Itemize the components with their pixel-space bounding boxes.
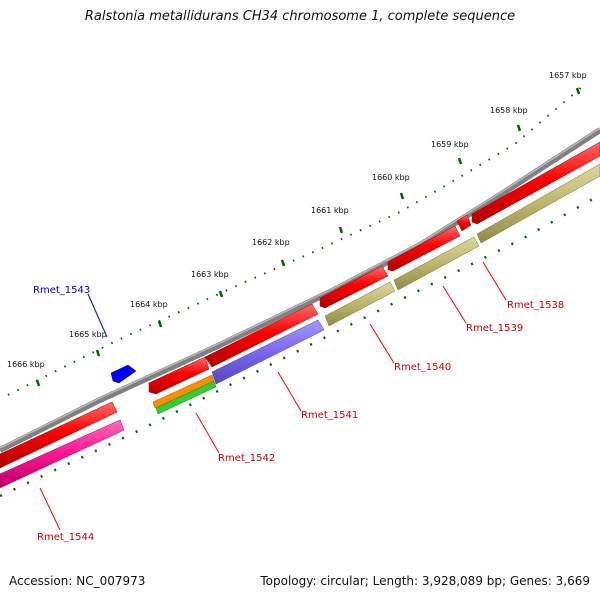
cds-feature[interactable] [456, 214, 472, 232]
ruler-major-tick [157, 320, 163, 328]
cog-feature[interactable] [155, 380, 217, 415]
gene-label-rmet-1541[interactable]: Rmet_1541 [301, 410, 358, 421]
chromosome-backbone [0, 127, 600, 453]
ruler-label: 1658 kbp [490, 106, 528, 115]
ruler-label: 1666 kbp [7, 360, 45, 369]
leader-line [39, 487, 61, 531]
cds-track [0, 141, 600, 469]
ruler-label: 1662 kbp [252, 238, 290, 247]
rna-feature[interactable] [110, 364, 137, 384]
chromosome-backbone-highlight [0, 127, 600, 449]
cds-feature[interactable] [204, 303, 319, 368]
cds-feature[interactable] [0, 401, 118, 469]
leader-line [442, 285, 467, 324]
ruler-major-tick [218, 290, 224, 298]
ruler-major-tick [35, 379, 41, 387]
gene-label-rmet-1539[interactable]: Rmet_1539 [466, 323, 523, 334]
gene-label-rmet-1543[interactable]: Rmet_1543 [33, 285, 90, 296]
sequence-summary: Topology: circular; Length: 3,928,089 bp… [260, 574, 590, 588]
cog-feature[interactable] [476, 163, 600, 244]
cog-feature[interactable] [324, 281, 396, 327]
leader-line [369, 323, 395, 364]
cds-feature[interactable] [387, 225, 461, 272]
cog-feature[interactable] [211, 319, 325, 385]
gene-label-rmet-1544[interactable]: Rmet_1544 [37, 532, 94, 543]
gene-label-rmet-1538[interactable]: Rmet_1538 [507, 300, 564, 311]
ruler-major-tick [457, 157, 463, 165]
cds-feature[interactable] [319, 265, 389, 309]
ruler-major-tick [399, 192, 405, 200]
cog-feature[interactable] [393, 236, 480, 291]
accession-label: Accession: NC_007973 [9, 574, 146, 588]
lower-tick-track [0, 193, 600, 498]
ruler-major-tick [95, 349, 101, 357]
ruler-label: 1660 kbp [372, 173, 410, 182]
gene-label-rmet-1542[interactable]: Rmet_1542 [218, 453, 275, 464]
ruler-label: 1663 kbp [191, 270, 229, 279]
kbp-ruler: 1657 kbp 1658 kbp 1659 kbp 1660 kbp 1661 kbp… [7, 71, 587, 396]
ruler-label: 1657 kbp [549, 71, 587, 80]
ruler-label: 1665 kbp [69, 330, 107, 339]
leader-line [482, 261, 507, 301]
cog-track [0, 163, 600, 489]
map-title: Ralstonia metallidurans CH34 chromosome … [84, 9, 516, 24]
ruler-major-tick [516, 124, 522, 132]
gene-label-rmet-1540[interactable]: Rmet_1540 [394, 362, 451, 373]
cds-feature[interactable] [471, 141, 600, 225]
ruler-major-tick [280, 259, 286, 267]
ruler-major-tick [338, 226, 344, 234]
leader-line [277, 371, 302, 412]
cog-feature[interactable] [0, 419, 125, 489]
ruler-label: 1659 kbp [431, 140, 469, 149]
leader-line [195, 412, 220, 454]
ruler-dotted-arc [7, 85, 584, 396]
ruler-label: 1661 kbp [311, 206, 349, 215]
leader-line [87, 293, 108, 338]
ruler-label: 1664 kbp [130, 300, 168, 309]
cds-feature[interactable] [148, 356, 210, 395]
ruler-major-tick [575, 87, 581, 95]
